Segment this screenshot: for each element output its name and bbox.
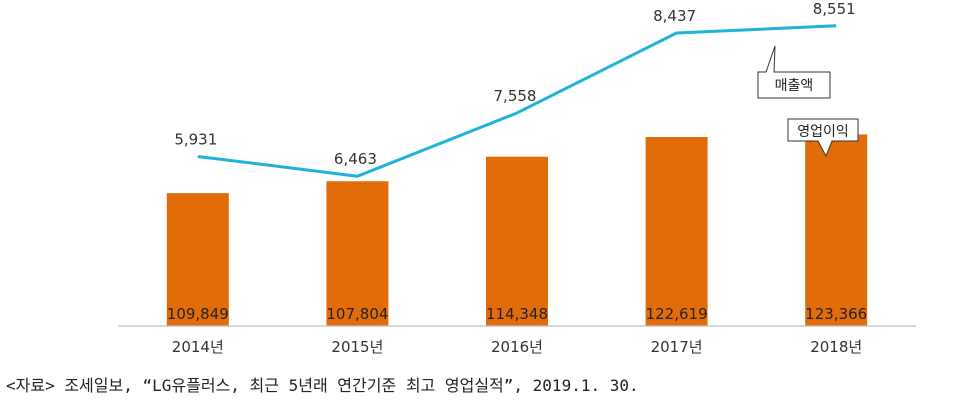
source-note: <자료> 조세일보, “LG유플러스, 최근 5년래 연간기준 최고 영업실적”… (6, 376, 639, 395)
bar-2015년 (326, 181, 389, 326)
bar-2018년 (805, 134, 868, 326)
line-point-label: 8,551 (813, 0, 856, 18)
line-point-label: 8,437 (653, 7, 696, 25)
x-tick-label: 2014년 (172, 338, 224, 356)
line-point-label: 7,558 (494, 87, 537, 105)
x-tick-label: 2018년 (810, 338, 862, 356)
callout-bar-text: 영업이익 (797, 124, 849, 140)
bar-value-label: 109,849 (167, 305, 229, 323)
bar-labels-group: 109,849 107,804 114,348 122,619 123,366 (167, 305, 867, 323)
bar-2016년 (486, 156, 548, 326)
bar-2017년 (645, 137, 708, 326)
bar-value-label: 123,366 (805, 305, 867, 323)
x-tick-label: 2016년 (491, 338, 543, 356)
chart: 109,849 107,804 114,348 122,619 123,366 2014… (118, 0, 916, 356)
bar-2014년 (166, 193, 229, 326)
callout-line-series: 매출액 (757, 45, 831, 99)
bar-value-label: 107,804 (326, 305, 388, 323)
line-point-label: 5,931 (174, 130, 217, 148)
callout-line-text: 매출액 (775, 78, 814, 94)
x-tick-label: 2015년 (331, 338, 383, 356)
x-tick-labels: 2014년 2015년 2016년 2017년 2018년 (172, 338, 862, 356)
x-tick-label: 2017년 (651, 338, 703, 356)
callout-line-shape (757, 45, 831, 99)
line-series-group (197, 24, 837, 178)
bar-value-label: 122,619 (646, 305, 708, 323)
bar-value-label: 114,348 (486, 305, 548, 323)
callout-bar-series: 영업이익 (787, 118, 859, 158)
line-point-label: 6,463 (334, 150, 377, 168)
line-point-labels: 5,931 6,463 7,558 8,437 8,551 (174, 0, 855, 168)
bars-group (166, 134, 868, 326)
callout-bar-shape (787, 118, 859, 158)
